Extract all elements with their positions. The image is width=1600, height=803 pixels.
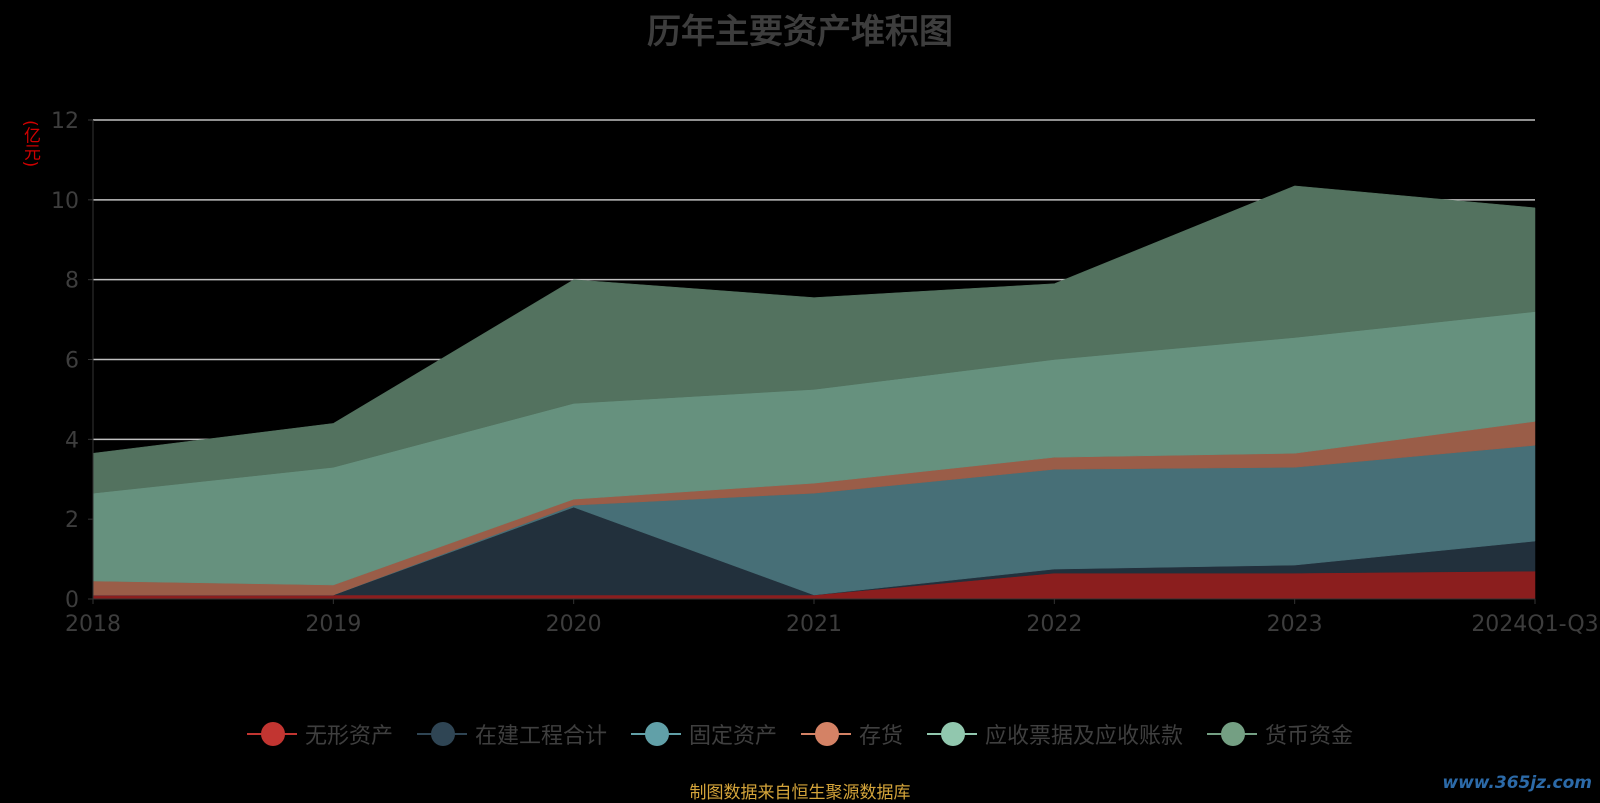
y-tick-label: 2 [65,508,79,533]
x-tick-label: 2020 [546,612,602,637]
legend-marker [1207,721,1258,747]
x-tick-label: 2023 [1267,612,1323,637]
legend-item-2[interactable]: 固定资产 [630,718,777,750]
legend-label: 无形资产 [304,724,393,749]
y-tick-label: 6 [65,349,79,374]
legend-item-3[interactable]: 存货 [801,718,903,750]
legend-item-1[interactable]: 在建工程合计 [416,718,607,750]
legend-label: 固定资产 [688,724,777,749]
legend-label: 货币资金 [1265,724,1354,749]
x-tick-label: 2024Q1-Q3 [1471,612,1598,637]
legend-marker [801,721,851,747]
legend-item-5[interactable]: 货币资金 [1207,718,1353,750]
legend-label: 在建工程合计 [474,724,607,749]
legend-item-4[interactable]: 应收票据及应收账款 [927,718,1183,750]
legend: 无形资产 在建工程合计 固定资产 存货 应收票据及应收账款 货币资金 [0,718,1600,750]
legend-label: 应收票据及应收账款 [985,724,1184,749]
x-tick-label: 2018 [65,612,121,637]
y-tick-label: 0 [65,588,79,613]
x-tick-label: 2019 [305,612,361,637]
x-tick-label: 2021 [786,612,842,637]
legend-marker [246,721,297,747]
legend-item-0[interactable]: 无形资产 [246,718,393,750]
area-series-5 [92,185,1536,494]
y-tick-label: 12 [51,109,79,134]
y-axis-unit-label: (亿元) [20,120,40,168]
legend-label: 存货 [859,724,904,749]
legend-marker [416,721,467,747]
axes: 0 2 4 6 8 10 12 2018 2019 2020 2021 2022 2023 2024Q1-… [51,109,1599,637]
area-series-layer [92,185,1536,600]
y-tick-label: 10 [51,189,79,214]
watermark: www.365jz.com [1442,773,1592,793]
y-tick-label: 4 [65,428,79,453]
legend-marker [927,721,978,747]
stacked-area-chart: 0 2 4 6 8 10 12 2018 2019 2020 2021 2022 2023 2024Q1-… [51,109,1599,637]
y-tick-label: 8 [65,269,79,294]
legend-marker [630,721,681,747]
source-note: 制图数据来自恒生聚源数据库 [689,783,911,803]
x-tick-label: 2022 [1026,612,1082,637]
chart-title: 历年主要资产堆积图 [647,12,953,52]
